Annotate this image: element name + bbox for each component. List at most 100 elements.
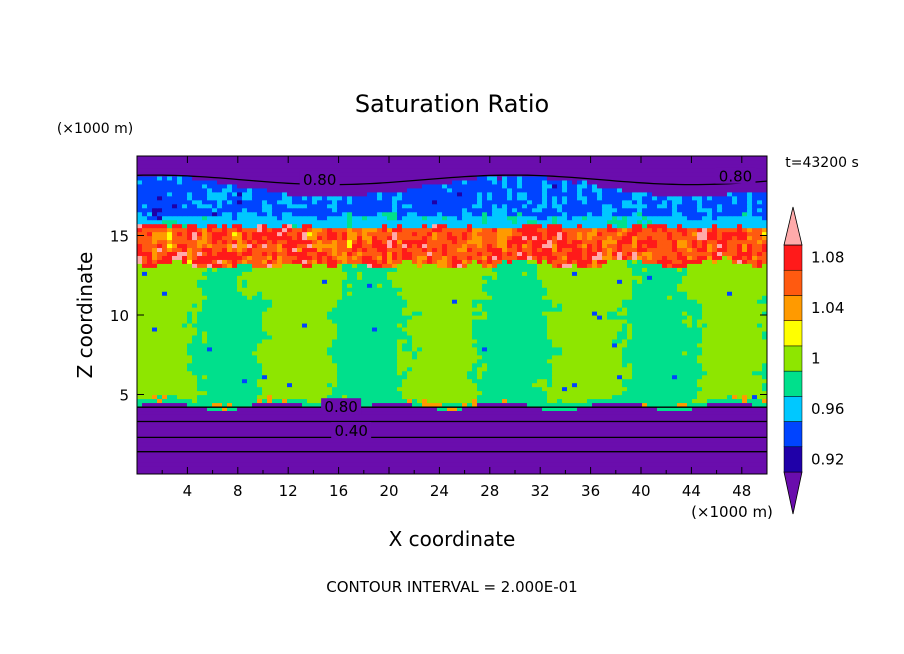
heatmap-cell (342, 438, 348, 443)
heatmap-cell (612, 326, 618, 332)
heatmap-cell (192, 358, 198, 364)
heatmap-cell (652, 454, 658, 459)
heatmap-cell (517, 326, 523, 332)
heatmap-cell (527, 330, 533, 336)
heatmap-cell (322, 330, 328, 336)
heatmap-cell (707, 414, 713, 419)
heatmap-cell (362, 418, 368, 423)
heatmap-cell (577, 362, 583, 368)
heatmap-cell (497, 394, 503, 400)
heatmap-cell (397, 322, 403, 328)
heatmap-cell (622, 438, 628, 443)
heatmap-cell (292, 398, 298, 404)
heatmap-cell (452, 342, 458, 348)
heatmap-cell (577, 442, 583, 447)
heatmap-cell (582, 386, 588, 392)
heatmap-cell (197, 470, 203, 474)
heatmap-cell (537, 410, 543, 415)
heatmap-cell (602, 338, 608, 344)
heatmap-cell (627, 438, 633, 443)
heatmap-cell (632, 358, 638, 364)
heatmap-cell (422, 422, 428, 427)
heatmap-cell (282, 382, 288, 388)
heatmap-cell (522, 446, 528, 451)
heatmap-cell (372, 414, 378, 419)
heatmap-cell (622, 458, 628, 463)
heatmap-cell (302, 438, 308, 443)
heatmap-cell (362, 470, 368, 474)
heatmap-cell (572, 406, 578, 412)
heatmap-cell (462, 315, 468, 320)
heatmap-cell (547, 434, 553, 439)
heatmap-cell (737, 334, 743, 340)
heatmap-cell (207, 418, 213, 423)
heatmap-cell (242, 318, 248, 324)
heatmap-cell (267, 470, 273, 474)
heatmap-cell (292, 386, 298, 392)
heatmap-cell (517, 434, 523, 439)
heatmap-cell (382, 418, 388, 423)
heatmap-cell (752, 458, 758, 463)
heatmap-cell (462, 350, 468, 356)
heatmap-cell (692, 442, 698, 447)
heatmap-cell (552, 426, 558, 431)
heatmap-cell (757, 462, 763, 467)
heatmap-cell (262, 422, 268, 427)
heatmap-cell (712, 442, 718, 447)
heatmap-cell (532, 318, 538, 324)
heatmap-cell (697, 414, 703, 419)
heatmap-cell (452, 334, 458, 340)
heatmap-cell (322, 438, 328, 443)
heatmap-cell (287, 410, 293, 415)
heatmap-cell (722, 466, 728, 471)
heatmap-cell (287, 418, 293, 423)
heatmap-cell (442, 402, 448, 408)
heatmap-cell (762, 362, 767, 368)
heatmap-cell (362, 326, 368, 332)
heatmap-cell (542, 362, 548, 368)
heatmap-cell (302, 426, 308, 431)
heatmap-cell (217, 358, 223, 364)
heatmap-cell (472, 406, 478, 412)
heatmap-cell (477, 418, 483, 423)
heatmap-cell (447, 338, 453, 344)
heatmap-cell (517, 458, 523, 463)
heatmap-cell (532, 458, 538, 463)
heatmap-cell (592, 378, 598, 384)
heatmap-cell (477, 318, 483, 324)
heatmap-cell (372, 422, 378, 427)
heatmap-cell (522, 322, 528, 328)
heatmap-cell (477, 378, 483, 384)
heatmap-cell (737, 378, 743, 384)
heatmap-cell (372, 382, 378, 388)
heatmap-cell (277, 458, 283, 463)
heatmap-cell (527, 438, 533, 443)
heatmap-cell (272, 434, 278, 439)
heatmap-cell (352, 466, 358, 471)
heatmap-cell (197, 374, 203, 380)
heatmap-cell (727, 402, 733, 408)
heatmap-cell (192, 402, 198, 408)
heatmap-cell (582, 406, 588, 412)
heatmap-cell (467, 402, 473, 408)
heatmap-cell (297, 358, 303, 364)
heatmap-cell (162, 350, 168, 356)
heatmap-cell (652, 330, 658, 336)
heatmap-cell (197, 410, 203, 415)
heatmap-cell (297, 402, 303, 408)
heatmap-cell (427, 402, 433, 408)
heatmap-cell (187, 434, 193, 439)
heatmap-cell (197, 422, 203, 427)
heatmap-cell (542, 466, 548, 471)
heatmap-cell (307, 338, 313, 344)
heatmap-cell (697, 358, 703, 364)
heatmap-cell (597, 458, 603, 463)
heatmap-cell (442, 374, 448, 380)
heatmap-cell (517, 350, 523, 356)
heatmap-cell (432, 390, 438, 396)
heatmap-cell (727, 330, 733, 336)
heatmap-cell (682, 426, 688, 431)
heatmap-cell (277, 338, 283, 344)
heatmap-cell (757, 446, 763, 451)
heatmap-cell (352, 322, 358, 328)
